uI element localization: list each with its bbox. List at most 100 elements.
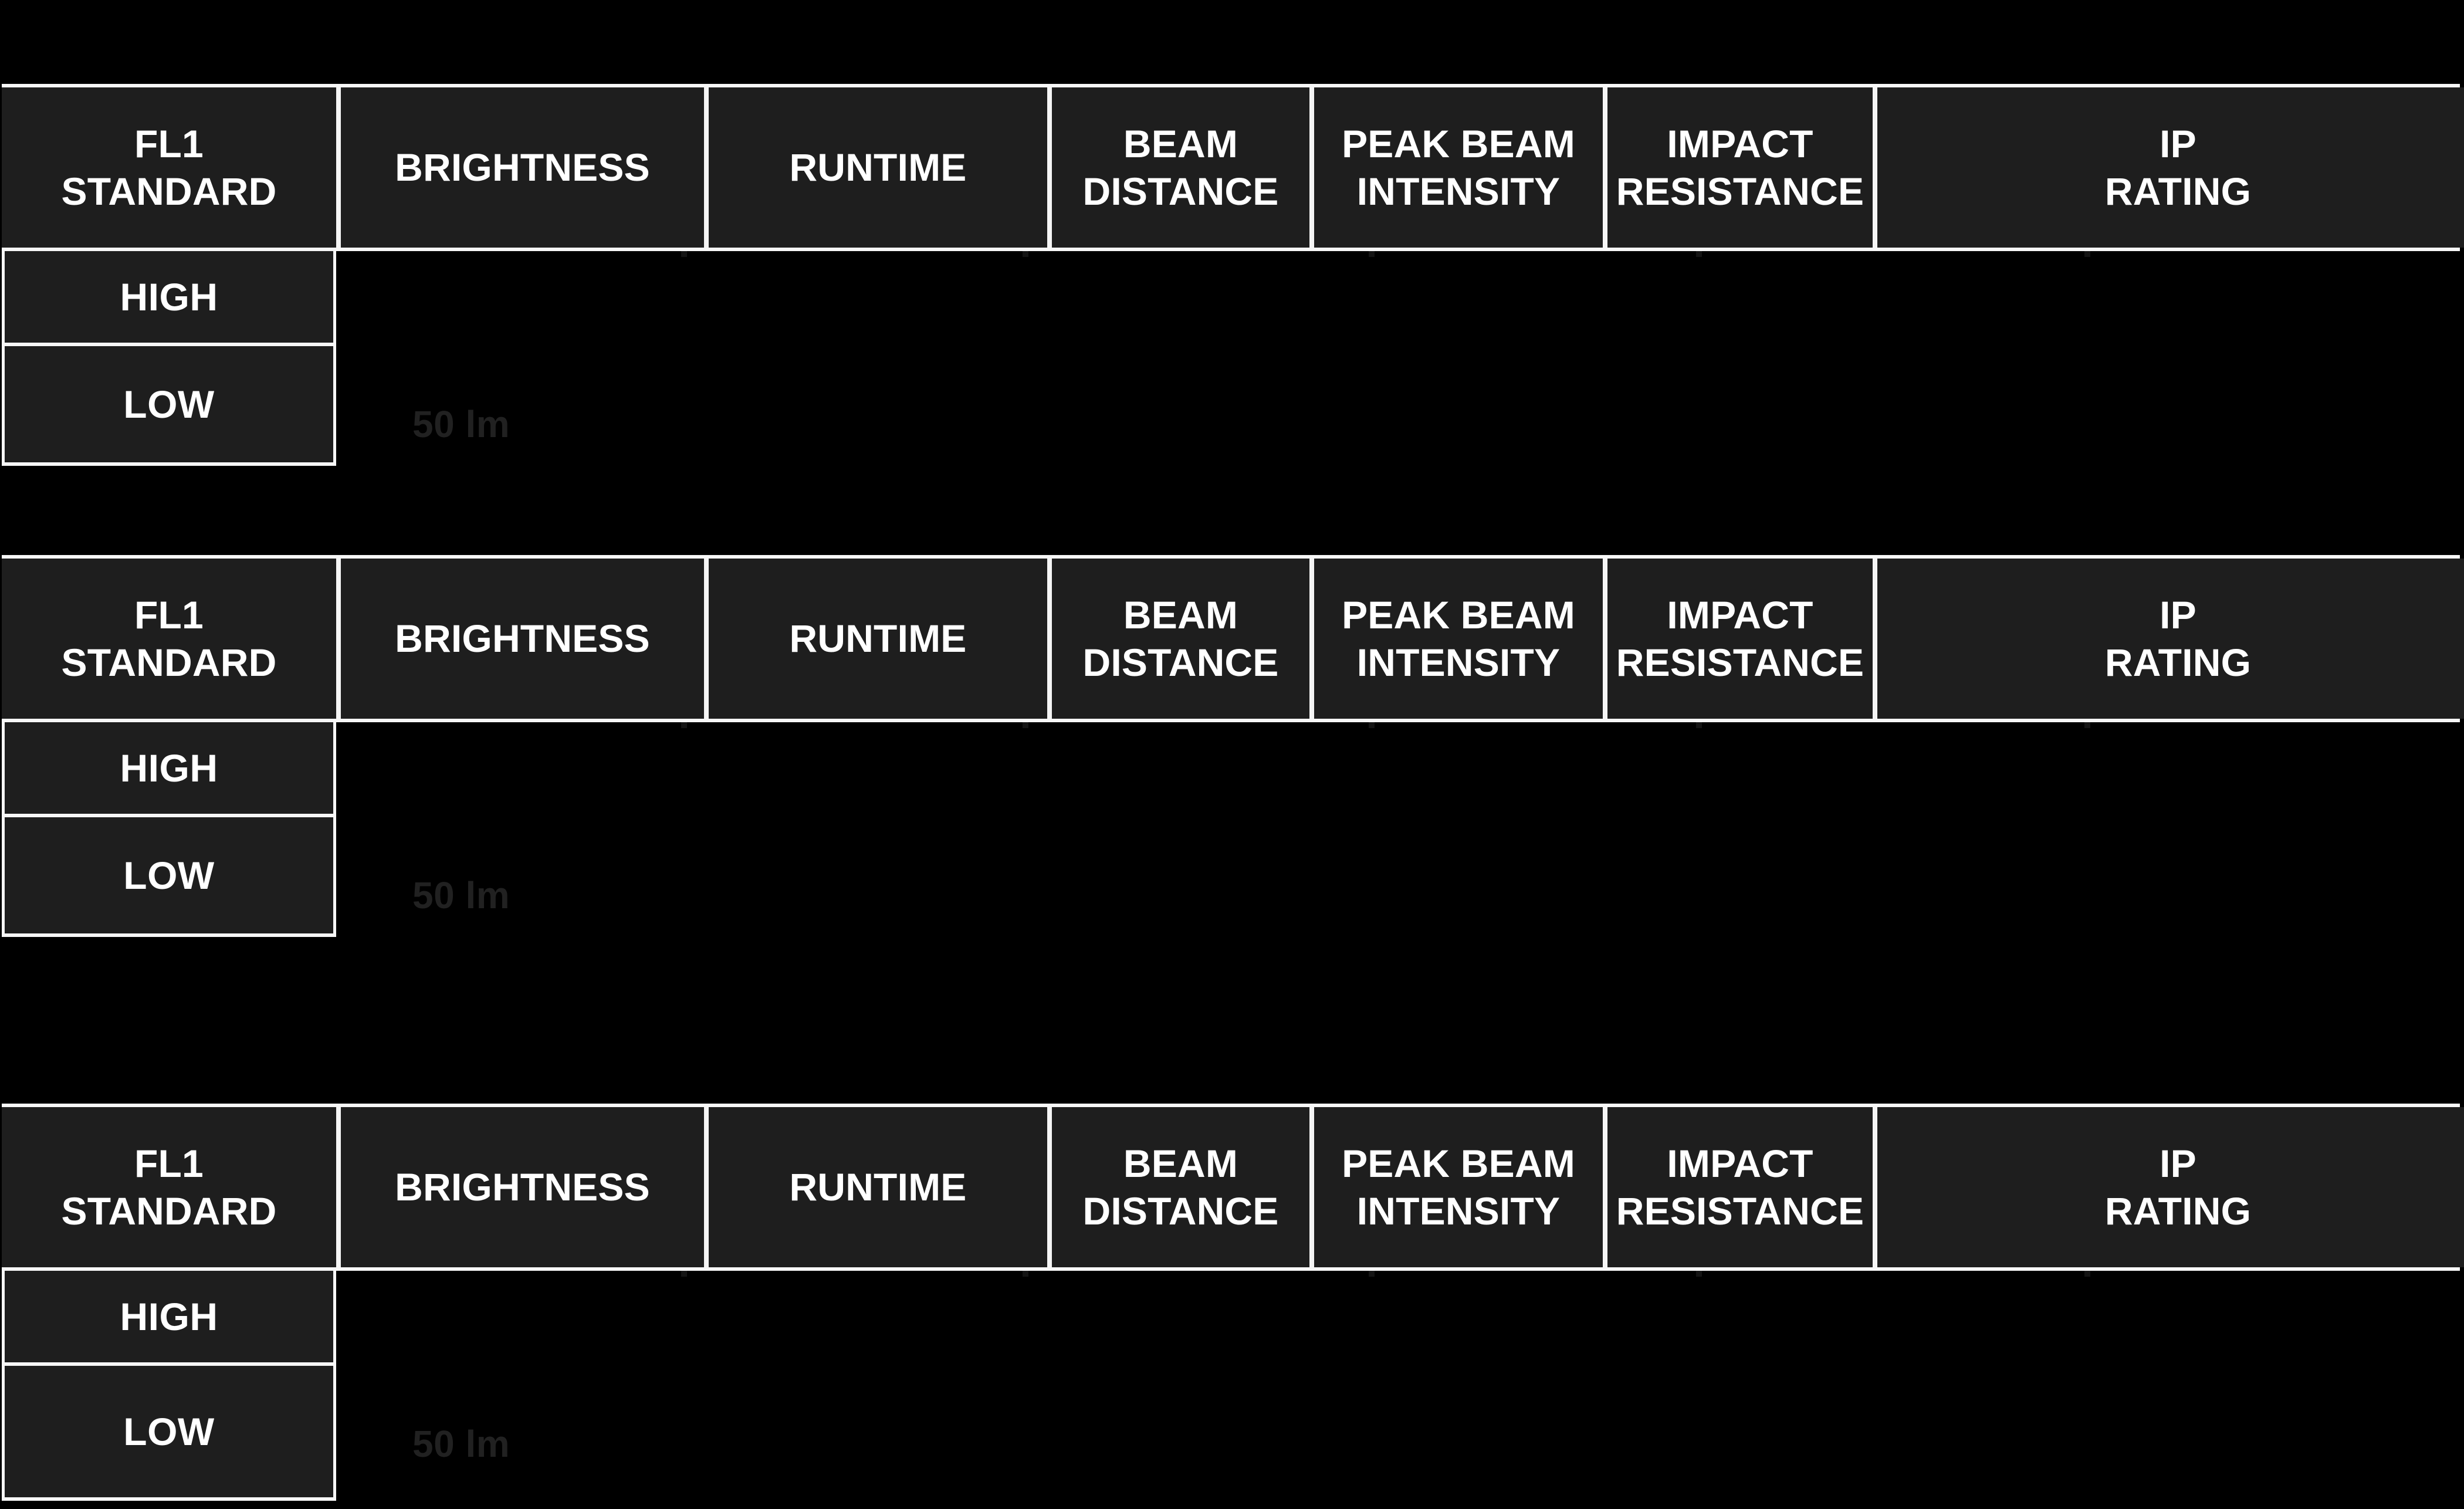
table-body: HIGH LOW 50 lm (2, 1267, 2460, 1501)
header-line: FL1 (134, 593, 204, 637)
column-tick (681, 251, 687, 257)
header-line: FL1 (134, 121, 204, 165)
header-line: BEAM (1123, 121, 1238, 165)
header-line: INTENSITY (1356, 640, 1561, 684)
column-tick (2084, 1271, 2090, 1277)
header-cell-beam-distance: BEAM DISTANCE (1052, 1107, 1309, 1267)
header-cell-peak-beam-intensity: PEAK BEAM INTENSITY (1314, 559, 1603, 719)
header-line: IP (2160, 121, 2196, 165)
header-line: BEAM (1123, 593, 1238, 637)
column-tick (681, 722, 687, 728)
header-line: BRIGHTNESS (395, 1165, 650, 1209)
mode-label: LOW (123, 383, 215, 426)
header-cell-impact-resistance: IMPACT RESISTANCE (1607, 559, 1873, 719)
header-underline (2, 719, 2460, 722)
header-line: STANDARD (61, 169, 277, 213)
spec-table: FL1 STANDARD BRIGHTNESS RUNTIME BEAM DIS… (2, 555, 2464, 944)
table-row: HIGH (2, 722, 336, 817)
header-cell-ip-rating: IP RATING (1877, 1107, 2464, 1267)
column-tick (1023, 251, 1028, 257)
spec-table: FL1 STANDARD BRIGHTNESS RUNTIME BEAM DIS… (2, 1104, 2464, 1501)
header-underline (2, 1267, 2460, 1271)
header-underline (2, 248, 2460, 251)
brightness-low-value: 50 lm (412, 403, 510, 445)
table-row: HIGH (2, 1271, 336, 1366)
header-cell-impact-resistance: IMPACT RESISTANCE (1607, 87, 1873, 248)
column-tick (681, 1271, 687, 1277)
header-line: RUNTIME (789, 146, 967, 190)
header-line: PEAK BEAM (1342, 1141, 1575, 1185)
header-cell-fl1-standard: FL1 STANDARD (2, 87, 336, 248)
header-line: DISTANCE (1082, 1189, 1279, 1233)
header-cell-brightness: BRIGHTNESS (341, 1107, 704, 1267)
mode-label-column: HIGH LOW (2, 251, 336, 466)
column-tick (1369, 251, 1375, 257)
table-header-row: FL1 STANDARD BRIGHTNESS RUNTIME BEAM DIS… (2, 1104, 2464, 1271)
header-cell-fl1-standard: FL1 STANDARD (2, 559, 336, 719)
column-tick (1369, 722, 1375, 728)
mode-label-column: HIGH LOW (2, 722, 336, 937)
header-line: INTENSITY (1356, 169, 1561, 213)
header-line: STANDARD (61, 1189, 277, 1233)
header-cell-fl1-standard: FL1 STANDARD (2, 1107, 336, 1267)
header-line: IP (2160, 593, 2196, 637)
column-tick (2084, 251, 2090, 257)
table-row: HIGH (2, 251, 336, 346)
header-cell-ip-rating: IP RATING (1877, 87, 2464, 248)
column-tick (2084, 722, 2090, 728)
header-cell-runtime: RUNTIME (709, 559, 1047, 719)
mode-label-column: HIGH LOW (2, 1271, 336, 1501)
header-line: RUNTIME (789, 617, 967, 661)
table-row: LOW (2, 346, 336, 466)
header-line: INTENSITY (1356, 1189, 1561, 1233)
header-cell-brightness: BRIGHTNESS (341, 559, 704, 719)
header-line: BRIGHTNESS (395, 146, 650, 190)
header-line: BRIGHTNESS (395, 617, 650, 661)
header-line: IMPACT (1667, 593, 1813, 637)
header-line: RESISTANCE (1616, 169, 1864, 213)
header-line: STANDARD (61, 640, 277, 684)
header-line: DISTANCE (1082, 640, 1279, 684)
header-cell-peak-beam-intensity: PEAK BEAM INTENSITY (1314, 87, 1603, 248)
mode-label: HIGH (120, 275, 218, 319)
column-tick (1696, 1271, 1702, 1277)
column-tick (1696, 251, 1702, 257)
header-cell-brightness: BRIGHTNESS (341, 87, 704, 248)
column-tick (1696, 722, 1702, 728)
header-line: RESISTANCE (1616, 1189, 1864, 1233)
header-cell-beam-distance: BEAM DISTANCE (1052, 559, 1309, 719)
table-row: LOW (2, 1366, 336, 1501)
column-tick (1369, 1271, 1375, 1277)
header-cell-runtime: RUNTIME (709, 1107, 1047, 1267)
mode-label: LOW (123, 1410, 215, 1453)
brightness-low-value: 50 lm (412, 1423, 510, 1465)
header-line: PEAK BEAM (1342, 121, 1575, 165)
header-line: RESISTANCE (1616, 640, 1864, 684)
column-tick (1023, 1271, 1028, 1277)
header-line: IP (2160, 1141, 2196, 1185)
header-line: RATING (2104, 169, 2252, 213)
table-body: HIGH LOW 50 lm (2, 719, 2460, 944)
table-row: LOW (2, 817, 336, 937)
mode-label: HIGH (120, 746, 218, 790)
header-cell-beam-distance: BEAM DISTANCE (1052, 87, 1309, 248)
header-line: RATING (2104, 640, 2252, 684)
brightness-low-value: 50 lm (412, 874, 510, 916)
header-line: PEAK BEAM (1342, 593, 1575, 637)
header-line: IMPACT (1667, 121, 1813, 165)
mode-label: LOW (123, 854, 215, 897)
table-body: HIGH LOW 50 lm (2, 248, 2460, 473)
header-line: BEAM (1123, 1141, 1238, 1185)
header-line: DISTANCE (1082, 169, 1279, 213)
table-header-row: FL1 STANDARD BRIGHTNESS RUNTIME BEAM DIS… (2, 84, 2464, 251)
header-line: RATING (2104, 1189, 2252, 1233)
table-header-row: FL1 STANDARD BRIGHTNESS RUNTIME BEAM DIS… (2, 555, 2464, 722)
header-cell-impact-resistance: IMPACT RESISTANCE (1607, 1107, 1873, 1267)
header-cell-ip-rating: IP RATING (1877, 559, 2464, 719)
header-cell-peak-beam-intensity: PEAK BEAM INTENSITY (1314, 1107, 1603, 1267)
header-cell-runtime: RUNTIME (709, 87, 1047, 248)
header-line: FL1 (134, 1141, 204, 1185)
header-line: IMPACT (1667, 1141, 1813, 1185)
header-line: RUNTIME (789, 1165, 967, 1209)
